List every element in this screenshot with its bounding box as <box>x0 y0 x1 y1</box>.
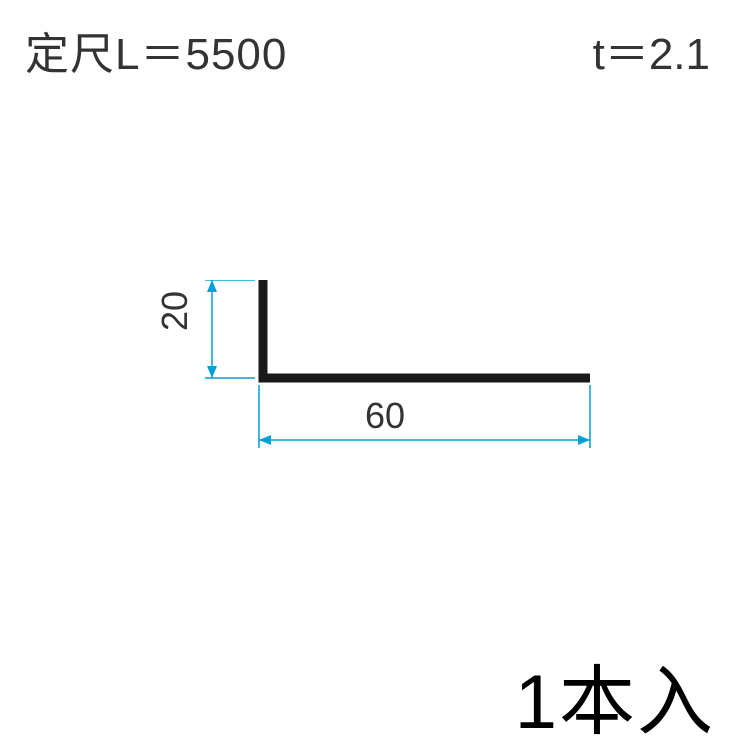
arrow-icon <box>259 435 271 445</box>
cross-section-diagram: 20 60 <box>140 280 610 480</box>
arrow-icon <box>207 280 217 292</box>
quantity-label: 1本入 <box>515 640 715 750</box>
l-profile-shape <box>263 280 590 378</box>
thickness-spec: t＝2.1 <box>593 18 710 82</box>
vertical-dim-value: 20 <box>154 291 196 331</box>
profile-svg <box>140 280 610 480</box>
length-spec: 定尺L＝5500 <box>25 18 287 82</box>
horizontal-dim-value: 60 <box>365 395 405 437</box>
arrow-icon <box>578 435 590 445</box>
arrow-icon <box>207 366 217 378</box>
